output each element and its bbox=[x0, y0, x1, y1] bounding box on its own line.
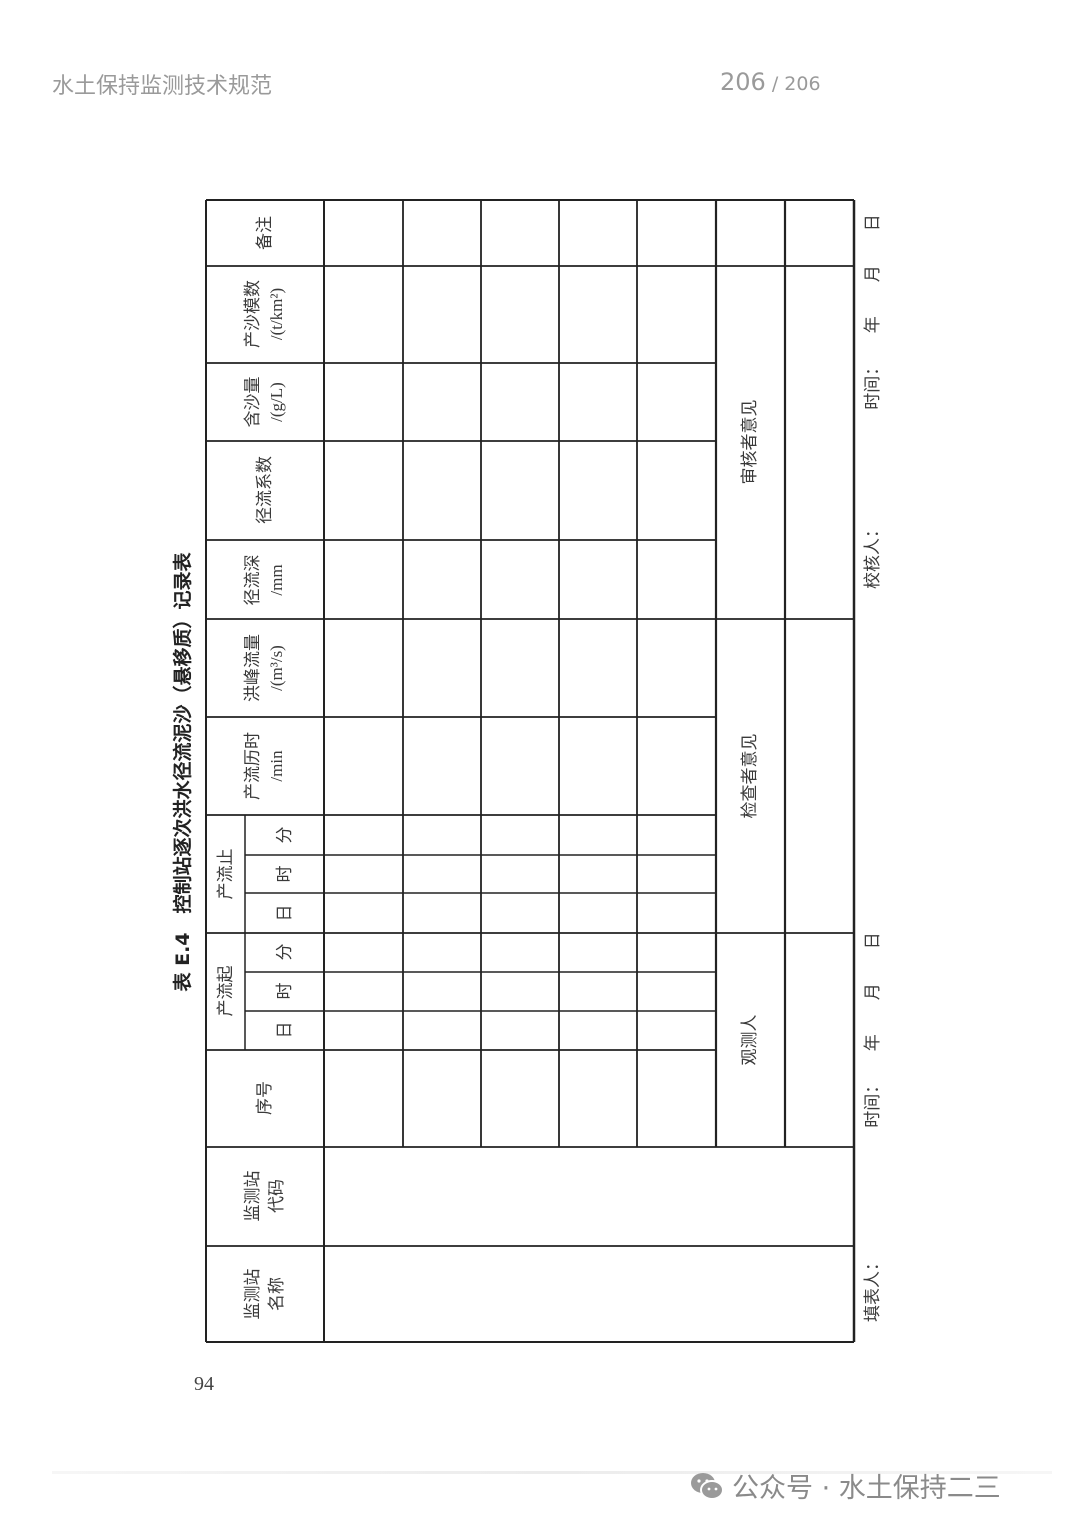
checker-label: 校核人： bbox=[863, 521, 882, 589]
col-seq: 序号 bbox=[255, 1081, 274, 1115]
col-runoff-coef: 径流系数 bbox=[255, 456, 274, 524]
col-stop-minute: 分 bbox=[275, 826, 294, 844]
col-remark: 备注 bbox=[255, 216, 274, 250]
page-counter: 206 / 206 bbox=[720, 68, 821, 96]
check-time: 时间： 年 月 日 bbox=[863, 214, 882, 410]
reviewer-label: 审核者意见 bbox=[740, 399, 759, 485]
page-number: 94 bbox=[194, 1373, 214, 1395]
observer-label: 观测人 bbox=[740, 1014, 759, 1066]
col-stop-hour: 时 bbox=[275, 865, 294, 883]
col-peak-flow: 洪峰流量 /(m³/s) bbox=[243, 634, 286, 702]
page-separator: / bbox=[765, 73, 785, 95]
document-title: 水土保持监测技术规范 bbox=[52, 74, 273, 99]
watermark-text: 公众号 · 水土保持二三 bbox=[732, 1473, 1001, 1504]
col-sediment-modulus: 产沙模数 /(t/km²) bbox=[243, 280, 286, 348]
col-start-group: 产流起 bbox=[216, 965, 235, 1017]
col-start-hour: 时 bbox=[275, 982, 294, 1000]
col-stop-day: 日 bbox=[275, 904, 294, 922]
col-stop-group: 产流止 bbox=[216, 848, 235, 900]
current-page: 206 bbox=[720, 68, 766, 96]
col-station-code: 监测站 代码 bbox=[243, 1170, 286, 1222]
divider bbox=[52, 1471, 1052, 1474]
total-pages: 206 bbox=[784, 73, 821, 95]
col-start-day: 日 bbox=[275, 1021, 294, 1039]
fill-time: 时间： 年 月 日 bbox=[863, 932, 882, 1128]
col-runoff-depth: 径流深 /mm bbox=[243, 554, 286, 606]
table-title: 表 E.4 控制站逐次洪水径流泥沙（悬移质）记录表 bbox=[172, 552, 194, 992]
watermark: 公众号 · 水土保持二三 bbox=[690, 1466, 1001, 1505]
col-sediment: 含沙量 /(g/L) bbox=[243, 376, 286, 428]
inspector-label: 检查者意见 bbox=[740, 733, 759, 819]
col-station-name: 监测站 名称 bbox=[243, 1268, 286, 1320]
col-duration: 产流历时 /min bbox=[243, 732, 286, 800]
filler-label: 填表人： bbox=[863, 1254, 882, 1322]
col-start-minute: 分 bbox=[275, 943, 294, 961]
wechat-icon bbox=[691, 1472, 724, 1500]
